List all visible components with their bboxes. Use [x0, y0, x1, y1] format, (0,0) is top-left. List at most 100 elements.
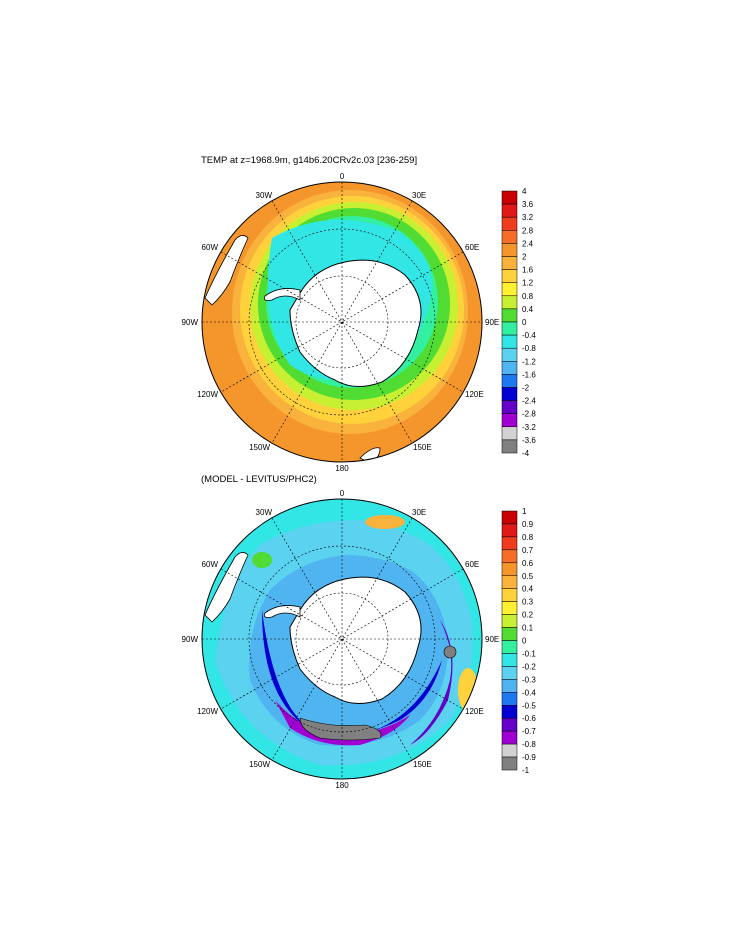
top-lon-label-30e: 30E [412, 191, 426, 200]
bottom-colorbar-tick-label: 0.2 [522, 611, 534, 620]
bottom-lon-label-60e: 60E [465, 560, 479, 569]
bottom-lon-label-120e: 120E [465, 707, 484, 716]
top-colorbar-swatch [501, 282, 518, 297]
top-colorbar-tick-label: 2.8 [522, 226, 534, 235]
top-lon-label-0: 0 [340, 172, 345, 181]
bottom-colorbar-tick-label: -0.5 [522, 701, 536, 710]
bottom-colorbar-swatch [501, 588, 518, 602]
bottom-colorbar-tick-label: 0.4 [522, 585, 534, 594]
top-lon-label-180: 180 [335, 464, 349, 473]
bottom-colorbar-tick-label: 0.3 [522, 598, 534, 607]
bottom-field-warm-east [458, 668, 478, 712]
bottom-lon-label-30w: 30W [256, 508, 273, 517]
bottom-lon-label-90w: 90W [182, 635, 199, 644]
bottom-map-boundary [201, 498, 483, 780]
bottom-colorbar-swatch [501, 627, 518, 641]
bottom-lon-label-150e: 150E [413, 760, 432, 769]
top-colorbar-swatch [501, 439, 518, 454]
bottom-colorbar-tick-label: -0.7 [522, 727, 536, 736]
bottom-colorbar-swatch [501, 601, 518, 615]
bottom-colorbar-tick-label: -0.9 [522, 753, 536, 762]
top-colorbar-swatch [501, 361, 518, 375]
top-lon-label-30w: 30W [256, 191, 273, 200]
top-colorbar-swatch [501, 295, 518, 310]
top-map-title: TEMP at z=1968.9m, g14b6.20CRv2c.03 [236… [201, 155, 418, 166]
bottom-lon-label-60w: 60W [202, 560, 219, 569]
bottom-map-title: (MODEL - LEVITUS/PHC2) [201, 474, 317, 485]
bottom-field-grey [299, 717, 382, 741]
bottom-colorbar-tick-label: 0.1 [522, 624, 534, 633]
top-colorbar-tick-label: 3.6 [522, 200, 534, 209]
top-colorbar-tick-label: -3.2 [522, 423, 536, 432]
top-colorbar-swatch [501, 203, 518, 218]
top-colorbar-tick-label: -2 [522, 384, 530, 393]
bottom-colorbar-swatch [501, 640, 518, 654]
top-colorbar-tick-label: -4 [522, 449, 530, 458]
top-colorbar-tick-label: -1.2 [522, 357, 536, 366]
top-colorbar-tick-label: -1.6 [522, 370, 536, 379]
bottom-field-warm-north [365, 515, 405, 529]
bottom-colorbar-swatch [501, 614, 518, 628]
top-lon-label-120w: 120W [197, 390, 218, 399]
top-colorbar-swatch [501, 347, 518, 362]
bottom-colorbar-swatch [501, 510, 518, 525]
top-lon-label-120e: 120E [465, 390, 484, 399]
top-colorbar-tick-label: 0 [522, 318, 527, 327]
bottom-colorbar-swatch [501, 756, 518, 771]
bottom-colorbar-tick-label: 0.8 [522, 533, 534, 542]
bottom-colorbar-tick-label: -0.2 [522, 662, 536, 671]
bottom-colorbar-tick-label: 0.6 [522, 559, 534, 568]
top-colorbar-tick-label: -2.4 [522, 397, 536, 406]
top-colorbar-swatch [501, 321, 518, 336]
bottom-colorbar-swatch [501, 692, 518, 706]
top-colorbar-tick-label: 2.4 [522, 239, 534, 248]
bottom-lon-label-30e: 30E [412, 508, 426, 517]
top-colorbar-swatch [501, 190, 518, 205]
top-colorbar-swatch [501, 308, 518, 323]
top-colorbar-swatch [501, 216, 518, 231]
top-colorbar-tick-label: 1.6 [522, 266, 534, 275]
bottom-field-green-west [252, 552, 272, 568]
top-colorbar-swatch [501, 334, 518, 349]
bottom-colorbar-swatch [501, 575, 518, 589]
bottom-lon-label-120w: 120W [197, 707, 218, 716]
top-colorbar-tick-label: 1.2 [522, 279, 534, 288]
top-colorbar-swatch [501, 374, 518, 388]
top-colorbar-swatch [501, 400, 518, 414]
top-lon-label-60e: 60E [465, 243, 479, 252]
top-colorbar-tick-label: -3.6 [522, 436, 536, 445]
bottom-colorbar-tick-label: -0.8 [522, 740, 536, 749]
top-lon-label-150w: 150W [249, 443, 270, 452]
top-lon-label-150e: 150E [413, 443, 432, 452]
bottom-colorbar-swatch [501, 730, 518, 745]
top-colorbar-tick-label: 4 [522, 187, 527, 196]
top-colorbar-swatch [501, 426, 518, 441]
bottom-lon-label-90e: 90E [485, 635, 499, 644]
top-colorbar-tick-label: 3.2 [522, 213, 534, 222]
bottom-colorbar-swatch [501, 653, 518, 667]
bottom-colorbar-swatch [501, 549, 518, 564]
bottom-colorbar-swatch [501, 536, 518, 551]
bottom-colorbar-swatch [501, 562, 518, 576]
bottom-colorbar-swatch [501, 679, 518, 693]
top-colorbar-tick-label: 2 [522, 253, 527, 262]
bottom-field-grey-east [443, 645, 457, 659]
bottom-antarctic-peninsula [263, 605, 301, 618]
bottom-colorbar-swatch [501, 743, 518, 758]
bottom-colorbar-swatch [501, 666, 518, 680]
top-colorbar-swatch [501, 230, 518, 244]
top-lon-label-90w: 90W [182, 318, 199, 327]
top-antarctic-peninsula [263, 288, 301, 301]
bottom-colorbar-swatch [501, 523, 518, 538]
top-colorbar: 4 3.6 3.2 2.8 2.4 2 1.6 1.2 0.8 0.4 0 -0.4 -0.8 -1.2 -… [501, 187, 536, 458]
bottom-colorbar-swatch [501, 705, 518, 719]
bottom-colorbar-tick-label: 0.7 [522, 546, 534, 555]
bottom-colorbar: 1 0.9 0.8 0.7 0.6 0.5 0.4 0.3 0.2 0.1 0 -0.1 -0.2 -0.… [501, 507, 536, 775]
bottom-colorbar-tick-label: -0.3 [522, 675, 536, 684]
top-polar-map: 0 30E 60E 90E 120E 150E 180 150W 120W 90… [182, 172, 500, 473]
top-colorbar-swatch [501, 269, 518, 283]
top-colorbar-tick-label: 0.4 [522, 305, 534, 314]
top-colorbar-tick-label: -0.4 [522, 331, 536, 340]
bottom-colorbar-tick-label: 0 [522, 637, 527, 646]
